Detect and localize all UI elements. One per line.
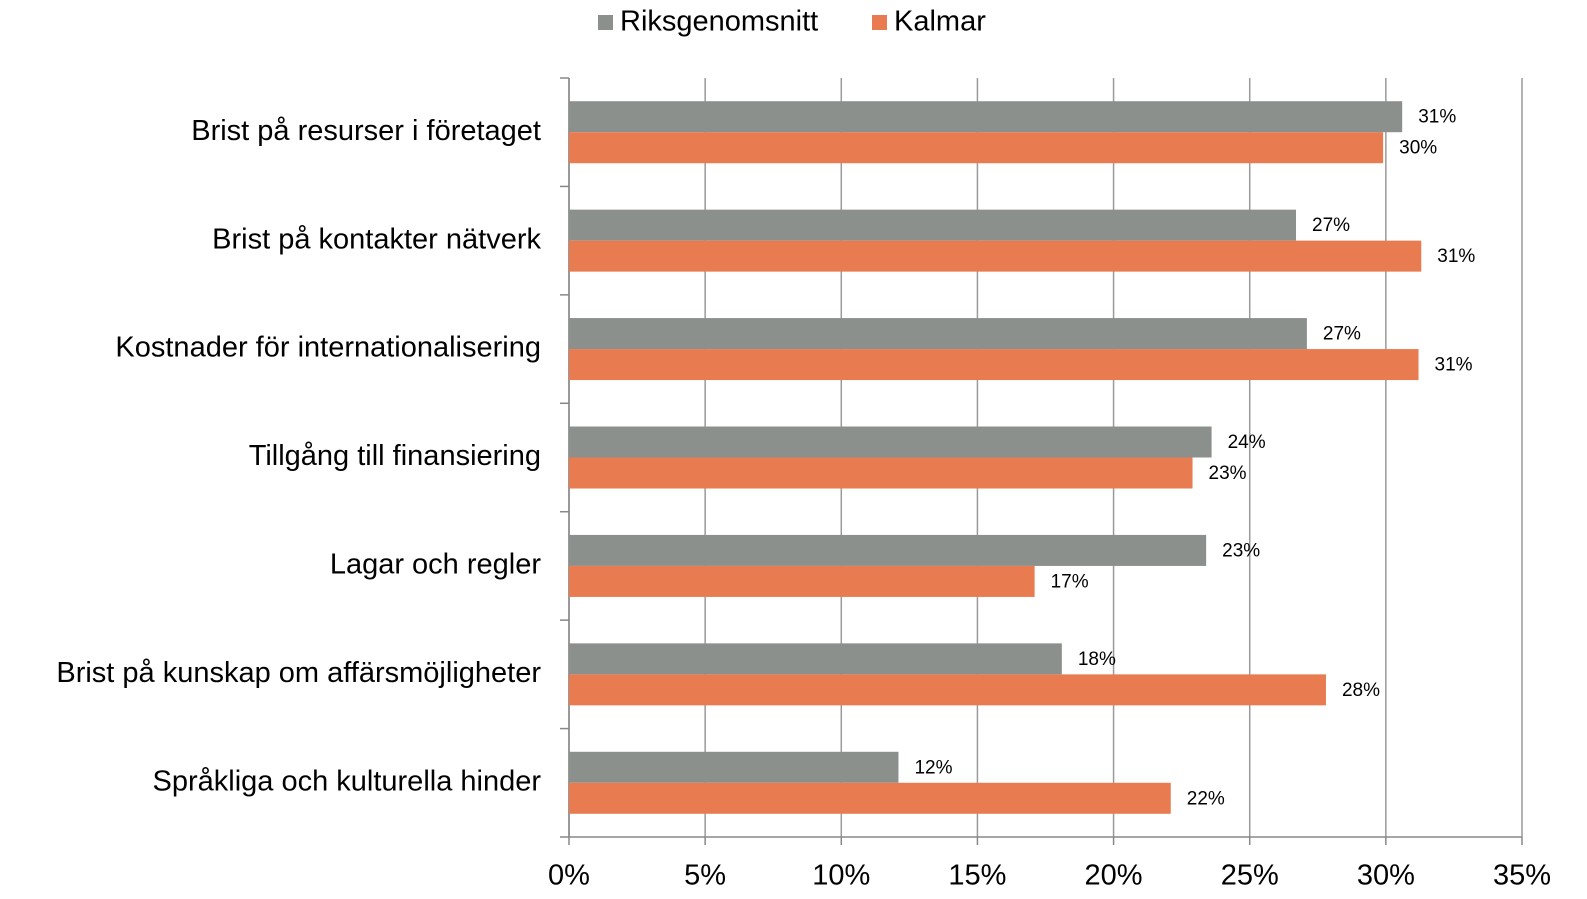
legend-label: Kalmar (894, 6, 986, 38)
bar (569, 349, 1419, 381)
x-tick-label: 5% (684, 860, 726, 892)
y-tick-label: Tillgång till finansiering (249, 440, 541, 472)
bar (569, 457, 1193, 489)
bar (569, 209, 1297, 241)
y-tick-label: Brist på kunskap om affärsmöjligheter (56, 657, 541, 689)
data-label: 18% (1078, 649, 1116, 670)
bar (569, 565, 1035, 597)
x-tick-label: 0% (548, 860, 590, 892)
bar (569, 132, 1384, 164)
data-label: 31% (1435, 355, 1473, 376)
legend-label: Riksgenomsnitt (620, 6, 818, 38)
data-label: 27% (1323, 324, 1361, 345)
bar (569, 674, 1326, 706)
bar (569, 782, 1171, 814)
data-label: 12% (914, 757, 952, 778)
x-tick-label: 10% (812, 860, 870, 892)
x-tick-label: 15% (948, 860, 1006, 892)
data-label: 23% (1222, 540, 1260, 561)
bar (569, 240, 1422, 272)
data-label: 17% (1051, 571, 1089, 592)
data-label: 27% (1312, 215, 1350, 236)
bar (569, 751, 899, 783)
x-tick-label: 25% (1221, 860, 1279, 892)
x-tick-label: 20% (1085, 860, 1143, 892)
bar (569, 426, 1212, 458)
data-label: 28% (1342, 680, 1380, 701)
legend-swatch (598, 15, 613, 30)
data-label: 22% (1187, 788, 1225, 809)
y-tick-label: Kostnader för internationalisering (115, 332, 541, 364)
x-tick-label: 35% (1493, 860, 1551, 892)
y-tick-label: Brist på kontakter nätverk (212, 223, 541, 255)
bar (569, 318, 1307, 350)
y-tick-label: Språkliga och kulturella hinder (153, 765, 542, 797)
data-label: 23% (1209, 463, 1247, 484)
data-label: 31% (1418, 107, 1456, 128)
y-tick-label: Lagar och regler (330, 549, 542, 581)
bar (569, 101, 1403, 133)
x-tick-label: 30% (1357, 860, 1415, 892)
data-label: 30% (1399, 138, 1437, 159)
bar (569, 534, 1207, 566)
legend-swatch (872, 15, 887, 30)
bar (569, 643, 1062, 675)
data-label: 31% (1437, 246, 1475, 267)
y-tick-label: Brist på resurser i företaget (191, 115, 541, 147)
data-label: 24% (1228, 432, 1266, 453)
